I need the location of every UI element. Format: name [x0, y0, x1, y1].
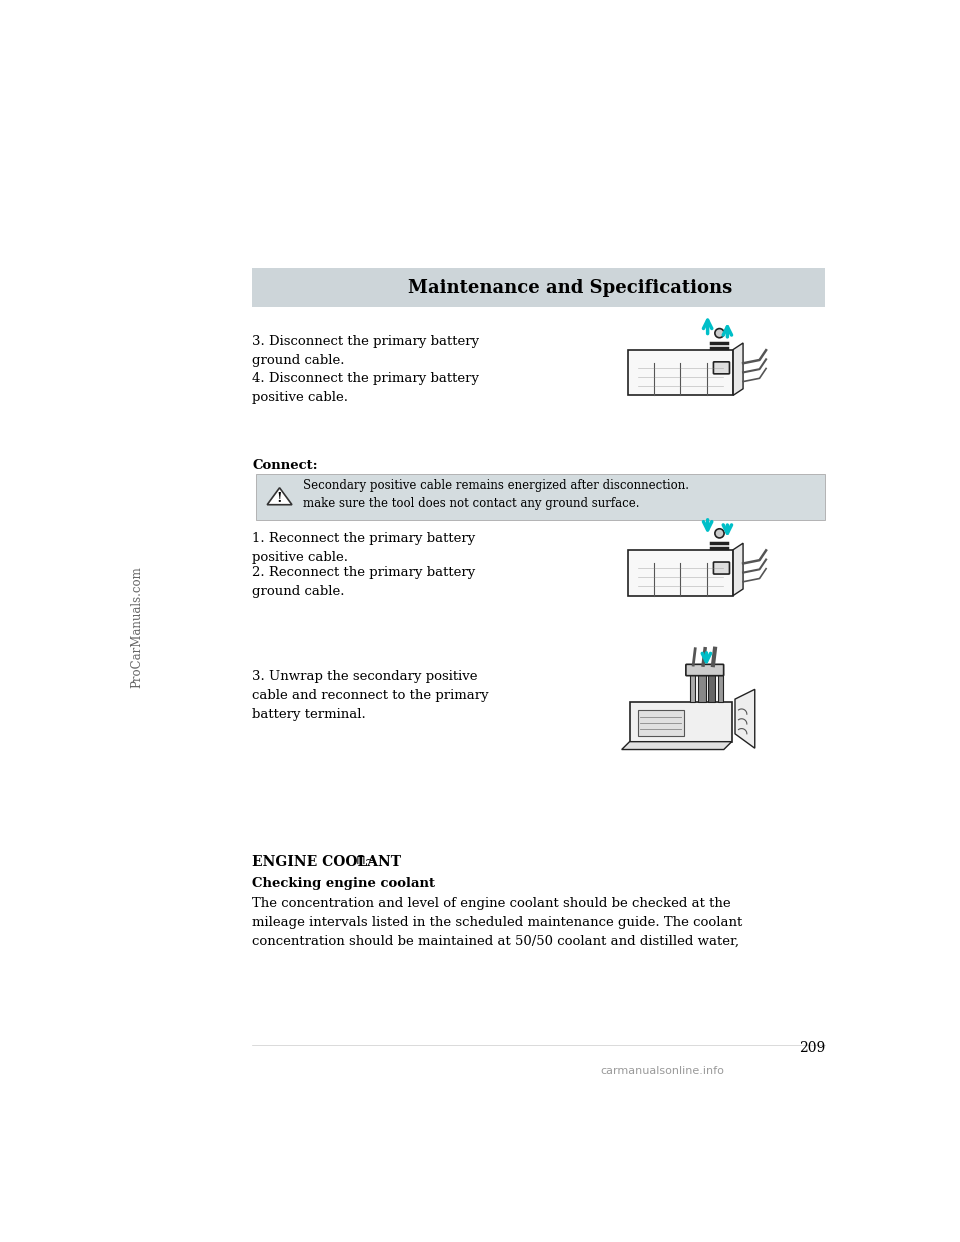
FancyBboxPatch shape	[708, 673, 715, 703]
Text: carmanualsonline.info: carmanualsonline.info	[601, 1066, 725, 1076]
Text: 3. Disconnect the primary battery
ground cable.: 3. Disconnect the primary battery ground…	[252, 335, 480, 368]
Text: ProCarManuals.com: ProCarManuals.com	[131, 566, 144, 688]
Text: Connect:: Connect:	[252, 458, 318, 472]
FancyBboxPatch shape	[698, 673, 706, 703]
Polygon shape	[735, 689, 755, 748]
Text: ENGINE COOLANT: ENGINE COOLANT	[252, 856, 401, 869]
Text: Checking engine coolant: Checking engine coolant	[252, 877, 436, 889]
Text: 1. Reconnect the primary battery
positive cable.: 1. Reconnect the primary battery positiv…	[252, 532, 476, 564]
Bar	[256, 474, 826, 520]
Polygon shape	[733, 343, 743, 395]
Circle shape	[715, 329, 724, 338]
FancyBboxPatch shape	[685, 664, 724, 676]
FancyBboxPatch shape	[628, 550, 733, 595]
Polygon shape	[733, 543, 743, 595]
Text: 209: 209	[799, 1041, 826, 1056]
Polygon shape	[267, 488, 292, 504]
FancyBboxPatch shape	[713, 361, 730, 374]
Text: 2. Reconnect the primary battery
ground cable.: 2. Reconnect the primary battery ground …	[252, 566, 476, 599]
FancyBboxPatch shape	[718, 673, 723, 703]
FancyBboxPatch shape	[690, 673, 695, 703]
Polygon shape	[622, 741, 732, 749]
Text: Maintenance and Specifications: Maintenance and Specifications	[408, 278, 732, 297]
Text: !: !	[276, 492, 282, 505]
Text: ⊓~: ⊓~	[355, 853, 375, 867]
Text: The concentration and level of engine coolant should be checked at the
mileage i: The concentration and level of engine co…	[252, 898, 743, 948]
FancyBboxPatch shape	[637, 710, 684, 735]
FancyBboxPatch shape	[713, 563, 730, 574]
FancyBboxPatch shape	[630, 703, 732, 741]
Bar	[252, 268, 826, 307]
Text: 3. Unwrap the secondary positive
cable and reconnect to the primary
battery term: 3. Unwrap the secondary positive cable a…	[252, 671, 489, 722]
Text: Secondary positive cable remains energized after disconnection.
make sure the to: Secondary positive cable remains energiz…	[302, 478, 689, 509]
Text: 4. Disconnect the primary battery
positive cable.: 4. Disconnect the primary battery positi…	[252, 373, 479, 405]
FancyBboxPatch shape	[628, 349, 733, 395]
Circle shape	[715, 529, 724, 538]
